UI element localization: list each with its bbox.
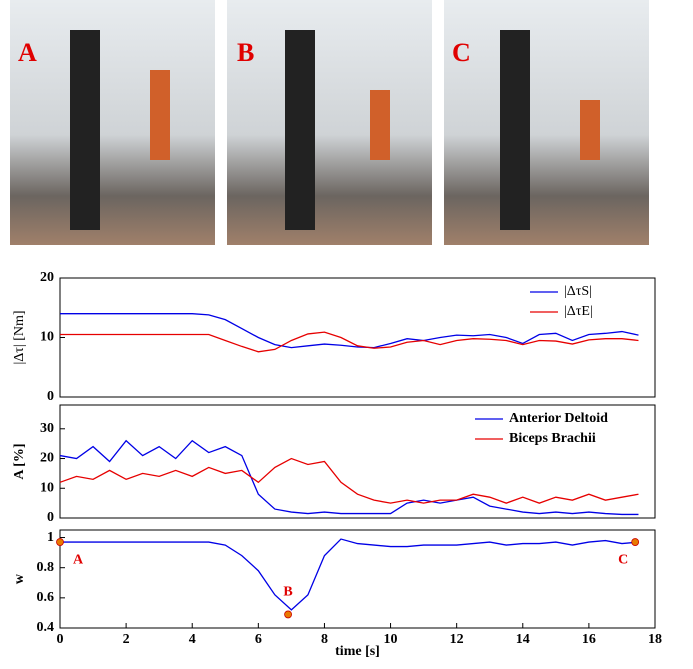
y-tick-label: 0.8 [37,560,55,575]
y-tick-label: 0 [47,510,54,525]
x-tick-label: 16 [582,632,596,647]
y-tick-label: 30 [40,421,54,436]
x-tick-label: 12 [450,632,464,647]
x-tick-label: 8 [321,632,328,647]
photo-a: A [10,0,215,245]
x-axis-label: time [s] [335,644,380,659]
y-tick-label: 0.4 [37,620,55,635]
x-tick-label: 2 [123,632,130,647]
legend-label: Biceps Brachii [509,431,596,446]
series-line [60,331,639,353]
photo-label: A [18,38,37,67]
series-line [59,457,639,504]
legend-label: |ΔτE| [564,304,593,319]
legend-label: |ΔτS| [564,284,592,299]
y-axis-label: A [%] [12,443,27,479]
x-tick-label: 14 [516,632,530,647]
marker [284,610,292,619]
series-line [60,313,639,349]
plot-frame [59,404,656,519]
x-tick-label: 0 [57,632,64,647]
legend-label: Anterior Deltoid [509,411,608,426]
marker-label: B [283,585,292,600]
series-line [59,439,639,516]
y-axis-label: |Δτ| [Nm] [12,310,27,364]
y-tick-label: 20 [40,270,54,285]
y-tick-label: 0.6 [37,590,55,605]
y-axis-label: w [12,573,27,584]
x-tick-label: 18 [648,632,662,647]
marker-label: C [618,552,628,567]
marker [631,538,640,546]
photo-label: B [237,38,254,67]
marker-label: A [73,552,84,567]
y-tick-label: 20 [40,451,54,466]
y-tick-label: 0 [47,389,54,404]
x-tick-label: 6 [255,632,262,647]
y-tick-label: 10 [40,330,54,345]
marker [56,538,64,546]
photo-c: C [444,0,649,245]
series-line [60,538,639,611]
x-tick-label: 10 [384,632,398,647]
plot-frame [59,529,656,629]
photo-label: C [452,38,471,67]
y-tick-label: 10 [40,480,54,495]
y-tick-label: 1 [47,530,54,545]
x-tick-label: 4 [189,632,196,647]
photo-b: B [227,0,432,245]
